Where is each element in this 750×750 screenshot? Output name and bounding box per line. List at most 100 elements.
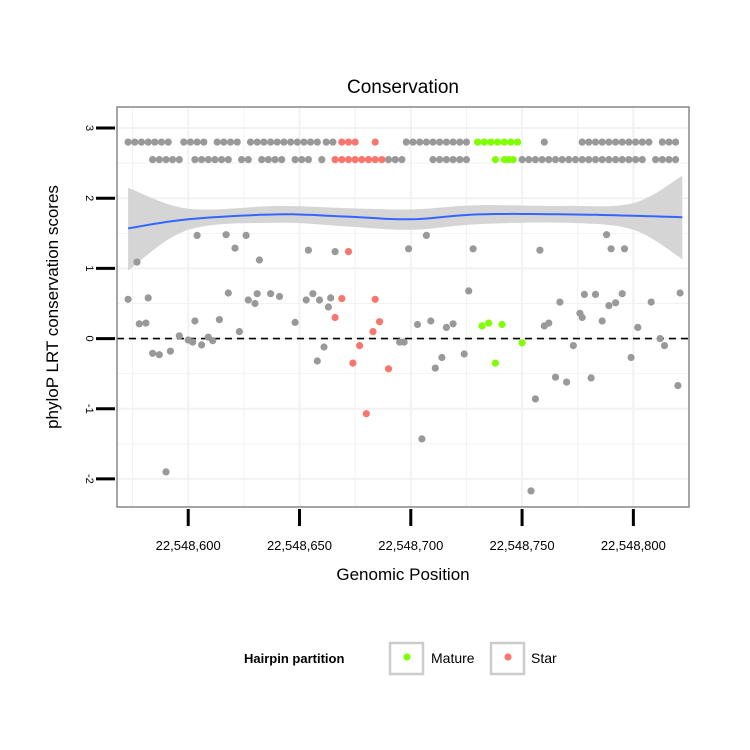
point-none [218, 156, 226, 164]
x-tick-label: 22,548,800 [601, 538, 666, 553]
chart-title: Conservation [347, 77, 459, 98]
x-tick-label: 22,548,750 [490, 538, 555, 553]
point-none [155, 156, 163, 164]
point-none [233, 138, 241, 146]
point-none [607, 245, 615, 253]
point-none [538, 156, 546, 164]
y-tick-label: -2 [83, 474, 95, 484]
point-none [222, 231, 230, 239]
point-none [598, 138, 606, 146]
point-none [264, 156, 272, 164]
point-none [531, 395, 540, 403]
point-none [545, 319, 553, 327]
point-mature [500, 138, 508, 146]
smooth-trend-line [127, 212, 683, 230]
point-none [405, 245, 413, 253]
point-none [563, 378, 571, 386]
y-axis-title: phyloP LRT conservation scores [43, 185, 62, 429]
point-mature [494, 138, 502, 146]
point-star [362, 410, 370, 418]
point-none [175, 332, 183, 340]
point-none [166, 347, 174, 355]
point-none [315, 296, 324, 304]
point-none [198, 341, 206, 349]
point-none [618, 138, 626, 146]
point-star [371, 138, 379, 146]
point-none [632, 138, 640, 146]
point-star [331, 156, 339, 164]
point-none [144, 138, 152, 146]
y-tick-label: -1 [83, 404, 95, 414]
point-none [436, 138, 444, 146]
x-tick-label: 22,548,700 [378, 538, 443, 553]
point-none [193, 138, 201, 146]
x-tick-label: 22,548,650 [267, 538, 332, 553]
point-none [186, 138, 194, 146]
point-none [456, 138, 464, 146]
point-none [204, 156, 212, 164]
point-none [672, 138, 680, 146]
point-none [155, 351, 163, 359]
point-none [318, 156, 326, 164]
point-none [525, 156, 533, 164]
point-mature [480, 138, 488, 146]
point-none [612, 299, 620, 307]
point-star [371, 295, 379, 303]
point-none [578, 138, 586, 146]
point-none [402, 138, 410, 146]
point-mature [474, 138, 482, 146]
point-none [278, 156, 286, 164]
points-layer [124, 138, 684, 495]
point-none [200, 138, 208, 146]
point-none [620, 245, 629, 253]
point-none [638, 138, 646, 146]
point-none [304, 246, 312, 254]
point-none [258, 156, 266, 164]
y-tick-label: 2 [83, 195, 95, 201]
point-none [598, 156, 606, 164]
point-star [356, 342, 364, 350]
point-none [244, 156, 252, 164]
point-none [291, 318, 299, 326]
point-none [625, 156, 633, 164]
point-none [149, 156, 157, 164]
point-mature [507, 138, 515, 146]
point-none [605, 138, 613, 146]
point-none [331, 248, 339, 256]
point-mature [485, 319, 493, 327]
point-none [551, 156, 560, 164]
point-none [280, 138, 288, 146]
point-none [293, 138, 301, 146]
point-mature [509, 156, 517, 164]
point-none [665, 138, 673, 146]
point-none [527, 487, 535, 495]
point-none [627, 353, 635, 362]
point-none [327, 294, 335, 302]
point-none [193, 231, 201, 239]
point-none [275, 292, 284, 301]
point-none [418, 435, 426, 443]
point-none [658, 138, 666, 146]
point-none [255, 256, 263, 264]
point-none [220, 138, 228, 146]
point-none [191, 317, 199, 325]
point-none [591, 138, 600, 146]
legend: Hairpin partition Mature Star [244, 641, 557, 676]
point-mature [487, 138, 495, 146]
point-none [267, 138, 275, 146]
point-none [253, 138, 261, 146]
point-none [324, 303, 332, 311]
point-star [351, 156, 359, 164]
point-none [307, 138, 315, 146]
point-none [313, 138, 321, 146]
point-none [429, 138, 437, 146]
legend-item-star: Star [489, 641, 557, 676]
point-star [349, 359, 357, 367]
point-none [246, 138, 255, 146]
point-none [175, 156, 183, 164]
point-none [215, 316, 223, 324]
point-none [224, 289, 232, 297]
point-star [358, 156, 366, 164]
point-none [260, 138, 268, 146]
